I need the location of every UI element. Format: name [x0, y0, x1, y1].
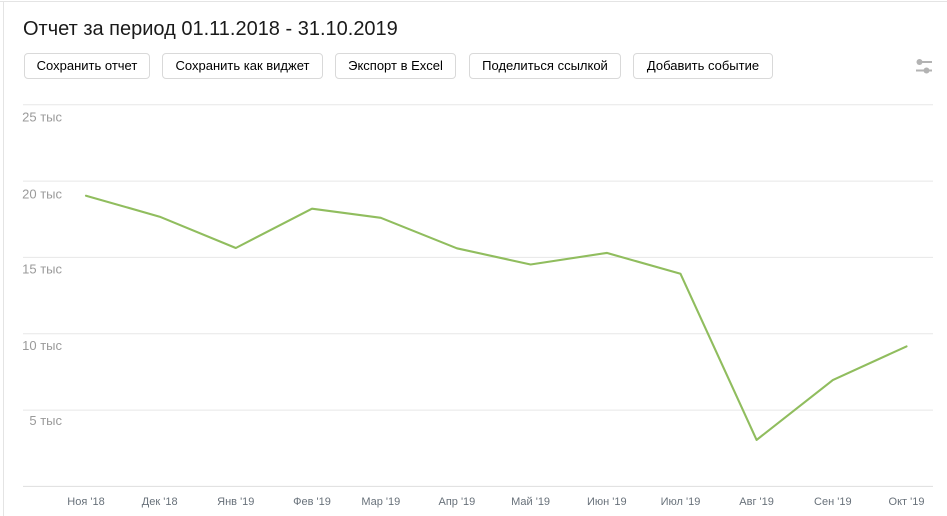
svg-text:Апр '19: Апр '19	[438, 496, 475, 508]
svg-text:Окт '19: Окт '19	[889, 496, 925, 508]
svg-text:Июн '19: Июн '19	[587, 496, 627, 508]
svg-text:Фев '19: Фев '19	[293, 496, 331, 508]
svg-text:Ноя '18: Ноя '18	[67, 496, 104, 508]
svg-text:Мар '19: Мар '19	[361, 496, 400, 508]
svg-text:Июл '19: Июл '19	[661, 496, 701, 508]
svg-text:20 тыс: 20 тыс	[22, 187, 62, 202]
svg-text:Янв '19: Янв '19	[217, 496, 254, 508]
svg-text:10 тыс: 10 тыс	[22, 338, 62, 353]
svg-text:Май '19: Май '19	[511, 496, 550, 508]
svg-text:Сен '19: Сен '19	[814, 496, 852, 508]
svg-text:Авг '19: Авг '19	[739, 496, 774, 508]
svg-text:5 тыс: 5 тыс	[29, 413, 62, 428]
svg-text:25 тыс: 25 тыс	[22, 110, 62, 125]
svg-text:15 тыс: 15 тыс	[22, 261, 62, 276]
svg-text:Дек '18: Дек '18	[142, 496, 178, 508]
